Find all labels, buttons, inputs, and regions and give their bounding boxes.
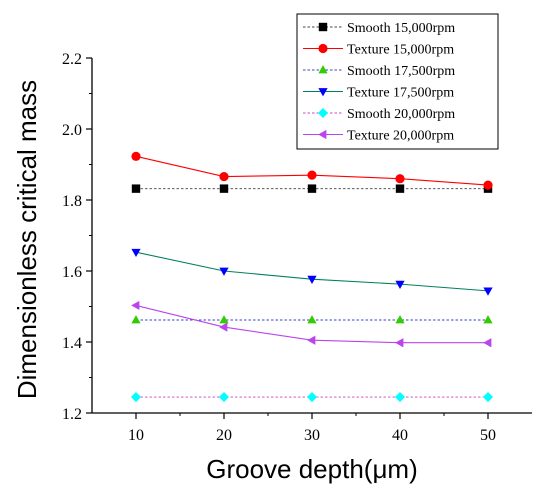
data-point [219,184,229,193]
data-point [483,180,493,190]
series-layer [130,151,494,403]
legend-marker [317,107,329,119]
series-line [135,251,489,292]
x-tick-label: 30 [304,427,320,444]
legend-marker [318,65,328,74]
data-point [219,315,229,324]
data-point [306,391,318,403]
series-5 [130,391,494,403]
data-point [483,287,493,296]
legend-marker [318,129,327,140]
data-point [307,335,316,345]
data-point [131,151,141,161]
x-tick-label: 40 [392,427,408,444]
legend: Smooth 15,000rpm Texture 15,000rpm Smooth … [296,13,499,150]
data-point [482,391,494,403]
data-point [219,267,229,276]
series-6 [131,300,492,348]
data-point [131,315,141,324]
series-4 [131,248,493,296]
legend-marker [318,43,328,54]
data-point [483,315,493,324]
y-axis-title: Dimensionless critical mass [12,80,42,399]
data-point [130,391,142,403]
x-tick-label: 50 [480,427,496,444]
y-tick-label: 1.2 [62,406,82,423]
series-1 [131,184,493,193]
legend-label: Texture 17,500rpm [347,86,454,101]
y-tick-label: 1.8 [62,193,82,210]
x-axis-title: Groove depth(μm) [206,454,418,484]
legend-label: Smooth 17,500rpm [347,64,455,79]
legend-label: Smooth 15,000rpm [347,21,455,36]
y-tick-label: 1.4 [62,335,82,352]
x-tick-label: 10 [128,427,144,444]
data-point [307,170,317,180]
legend-marker [318,88,328,97]
data-point [307,184,317,193]
legend-label: Smooth 20,000rpm [347,107,455,122]
legend-label: Texture 15,000rpm [347,43,454,58]
axes: 1.2 1.4 1.6 1.8 2.0 2.2 10 20 30 40 50 [62,51,532,444]
x-tick-label: 20 [216,427,232,444]
data-point [394,391,406,403]
data-point [218,391,230,403]
series-line [135,304,488,344]
data-point [395,174,405,184]
data-point [395,184,405,193]
y-tick-label: 1.6 [62,264,82,281]
legend-box [296,13,499,150]
data-point [483,338,492,348]
data-point [395,315,405,324]
legend-label: Texture 20,000rpm [347,129,454,144]
data-point [219,322,228,332]
y-tick-label: 2.2 [62,51,82,68]
y-tick-label: 2.0 [62,122,82,139]
data-point [131,184,141,193]
data-point [131,248,141,258]
data-point [131,300,140,311]
series-3 [131,315,493,324]
legend-marker [318,22,328,32]
data-point [307,275,317,284]
data-point [219,171,229,182]
data-point [395,338,404,348]
data-point [307,315,317,324]
data-point [395,280,405,289]
series-2 [131,151,493,190]
